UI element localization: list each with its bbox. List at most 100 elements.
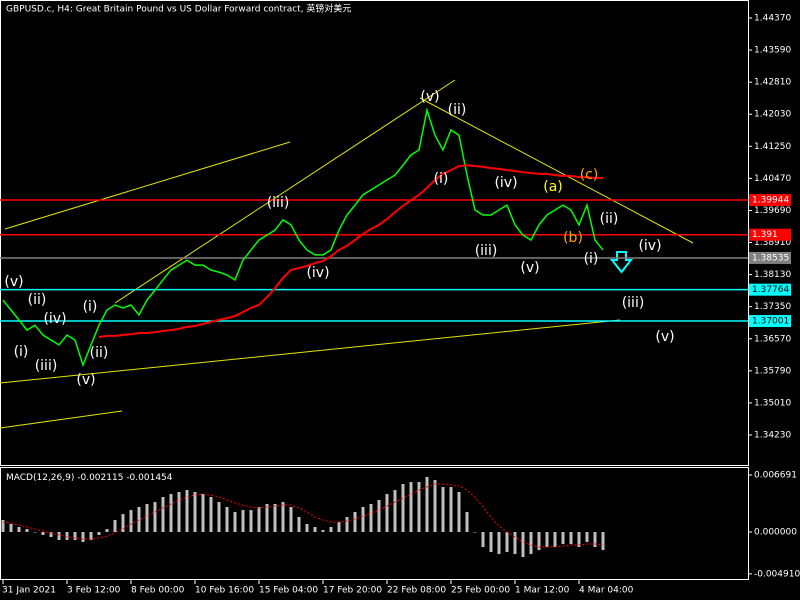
macd-bar xyxy=(113,520,117,533)
wave-label: (a) xyxy=(543,179,563,195)
macd-bar xyxy=(193,491,197,533)
y-tick-label: 1.34230 xyxy=(754,430,791,440)
y-tick-label: 0.000000 xyxy=(754,528,797,538)
macd-bar xyxy=(73,532,77,541)
x-tick-label: 8 Feb 00:00 xyxy=(131,586,185,596)
wave-label: (i) xyxy=(584,251,599,267)
y-tick-label: 1.38910 xyxy=(754,238,791,248)
wave-label: (iii) xyxy=(475,243,498,259)
level-tag xyxy=(749,315,791,328)
macd-label: MACD(12,26,9) -0.002115 -0.001454 xyxy=(6,473,173,483)
macd-bar xyxy=(449,487,453,533)
macd-bar xyxy=(313,526,317,533)
trend-lines xyxy=(0,79,694,429)
price-line xyxy=(2,107,604,368)
y-tick-label: 0.006691 xyxy=(754,471,797,481)
level-label: 1.38535 xyxy=(752,253,789,263)
wave-label: (iv) xyxy=(306,265,329,281)
moving-average xyxy=(98,164,603,339)
wave-label: (ii) xyxy=(448,102,467,118)
macd-bar xyxy=(353,511,357,533)
signal-value: -0.001454 xyxy=(126,473,172,483)
level-tag xyxy=(749,251,791,264)
macd-bar xyxy=(137,506,141,533)
macd-bar xyxy=(185,490,189,533)
macd-bar xyxy=(265,503,269,533)
y-tick-label: 1.41250 xyxy=(754,142,791,152)
macd-bar xyxy=(153,502,157,533)
level-tag xyxy=(749,194,791,207)
wave-label: (ii) xyxy=(28,292,47,308)
macd-bar xyxy=(217,502,221,533)
y-tick-label: 1.37350 xyxy=(754,302,791,312)
macd-bar xyxy=(249,510,253,533)
y-tick-label: 1.38130 xyxy=(754,270,791,280)
wave-label: (c) xyxy=(580,167,599,183)
trend-line xyxy=(0,319,621,384)
macd-bar xyxy=(409,481,413,533)
level-label: 1.37764 xyxy=(752,285,789,295)
macd-bar xyxy=(457,491,461,533)
macd-bar xyxy=(441,487,445,533)
macd-bar xyxy=(601,532,605,551)
y-tick-label: 1.36570 xyxy=(754,334,791,344)
down-arrow xyxy=(609,251,634,274)
macd-bar xyxy=(89,532,93,541)
wave-label: (iii) xyxy=(267,195,290,211)
macd-bar xyxy=(369,503,373,533)
macd-bar xyxy=(569,532,573,545)
wave-label: (ii) xyxy=(600,211,619,227)
wave-label: (ii) xyxy=(90,345,109,361)
y-tick-label: 1.42030 xyxy=(754,110,791,120)
macd-bar xyxy=(177,491,181,533)
macd-bar xyxy=(537,532,541,551)
macd-frame xyxy=(0,467,749,580)
macd-bar xyxy=(545,532,549,548)
macd-bar xyxy=(233,511,237,533)
macd-bar xyxy=(489,532,493,553)
macd-bar xyxy=(385,494,389,533)
wave-label: (b) xyxy=(563,230,583,246)
macd-bar xyxy=(121,514,125,533)
wave-label: (iv) xyxy=(43,311,66,327)
macd-bar xyxy=(337,522,341,533)
macd-bar xyxy=(129,510,133,533)
macd-bar xyxy=(257,506,261,533)
macd-bar xyxy=(65,532,69,541)
macd-bar xyxy=(169,494,173,533)
macd-bar xyxy=(481,532,485,548)
macd-bar xyxy=(297,517,301,533)
macd-value: -0.002115 xyxy=(77,473,123,483)
macd-bar xyxy=(553,532,557,548)
trend-line xyxy=(114,79,456,304)
macd-bar xyxy=(425,476,429,533)
wave-label: (i) xyxy=(83,299,98,315)
wave-label: (v) xyxy=(655,329,674,345)
wave-label: (i) xyxy=(434,171,449,187)
wave-label: (iv) xyxy=(638,238,661,254)
macd-bar xyxy=(345,517,349,533)
macd-bar xyxy=(289,506,293,533)
x-tick-label: 1 Mar 12:00 xyxy=(515,586,570,596)
trend-line xyxy=(4,141,291,230)
macd-bar xyxy=(41,532,45,536)
y-tick-label: -0.004910 xyxy=(754,569,800,579)
y-tick-label: 1.39690 xyxy=(754,206,791,216)
macd-bar xyxy=(145,503,149,533)
y-tick-label: 1.44370 xyxy=(754,14,791,24)
macd-title: MACD(12,26,9) xyxy=(6,473,74,483)
macd-bar xyxy=(577,532,581,548)
macd-bar xyxy=(473,532,477,533)
wave-label: (v) xyxy=(4,274,23,290)
macd-bar xyxy=(225,506,229,533)
macd-bar xyxy=(321,530,325,533)
macd-bar xyxy=(33,532,37,533)
macd-bar xyxy=(529,532,533,555)
macd-bar xyxy=(465,511,469,533)
x-tick-label: 22 Feb 08:00 xyxy=(387,586,446,596)
macd-bar xyxy=(9,524,13,533)
macd-bar xyxy=(393,490,397,533)
x-tick-label: 10 Feb 16:00 xyxy=(195,586,254,596)
macd-bar xyxy=(593,532,597,548)
